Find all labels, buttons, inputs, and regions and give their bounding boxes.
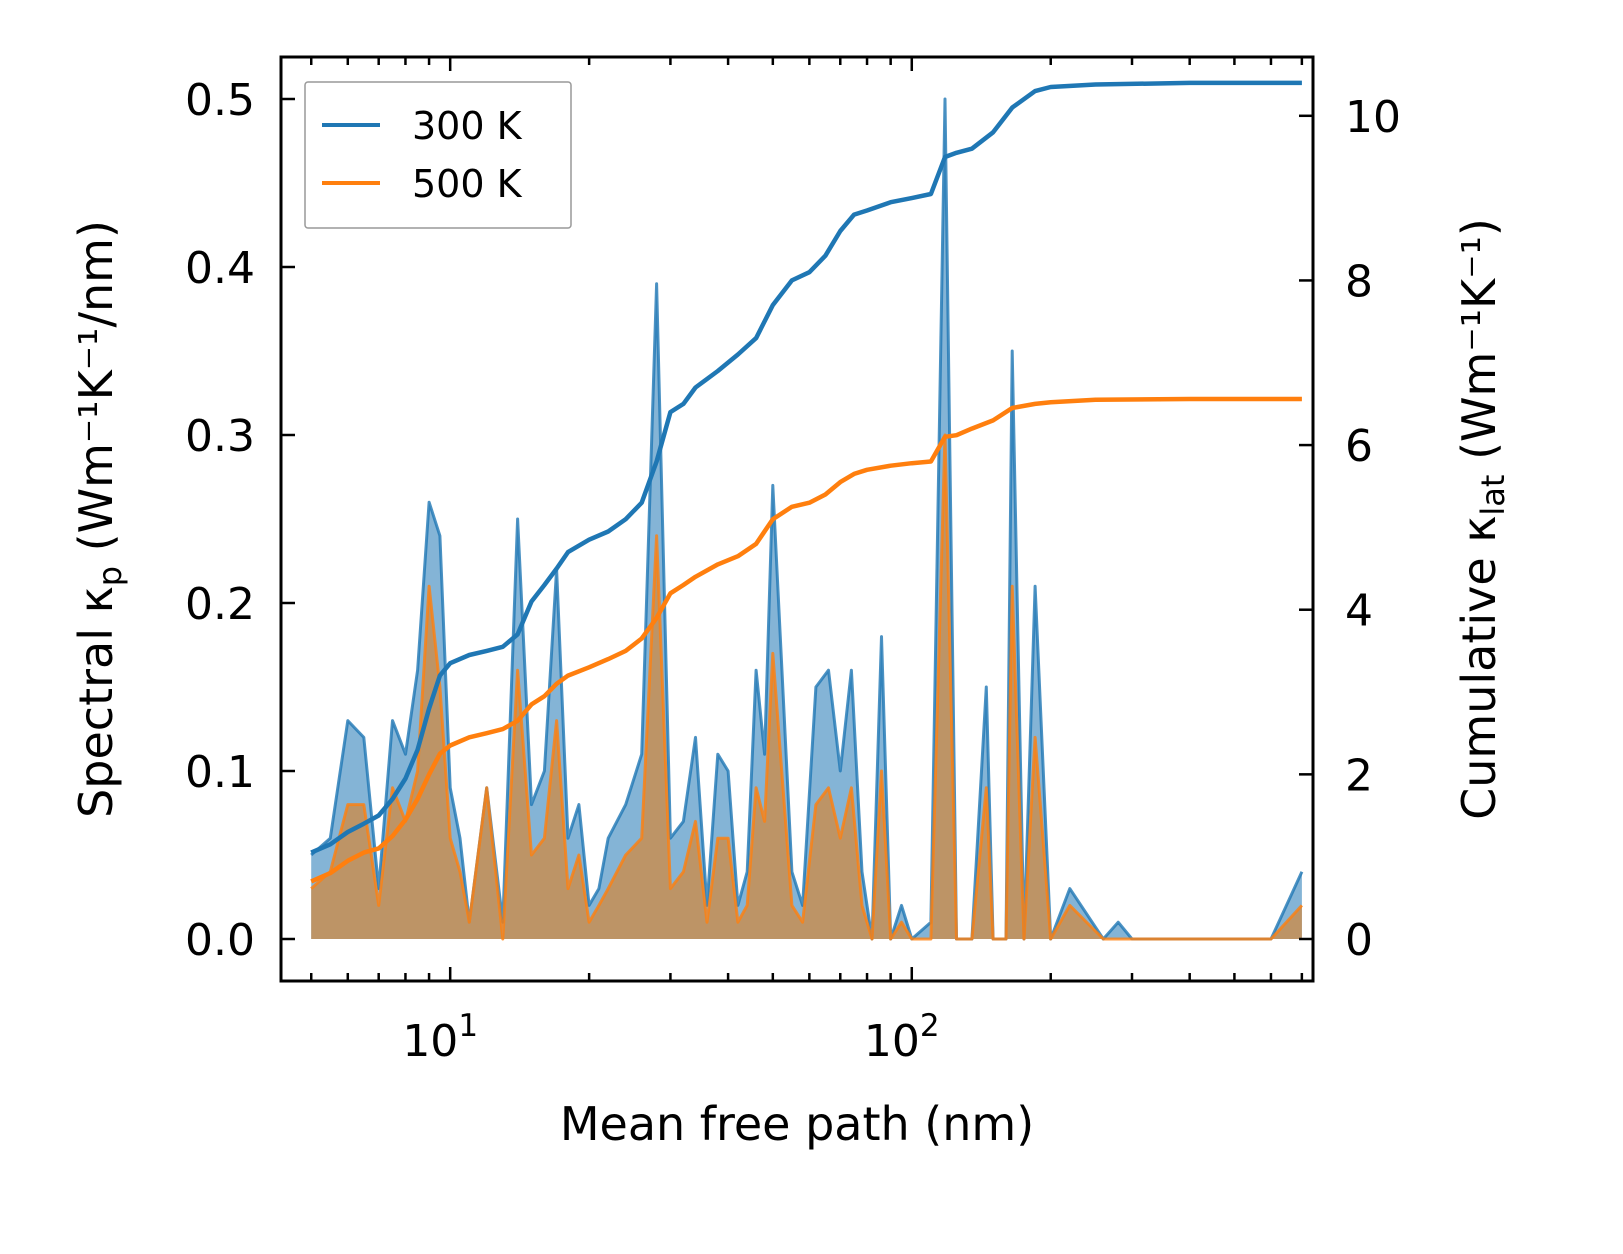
x-tick-label-exponent: 1 — [458, 1008, 478, 1044]
y-left-tick-label: 0.0 — [185, 915, 255, 966]
y-left-tick-label: 0.4 — [185, 243, 255, 294]
y-right-axis-title: Cumulative κlat (Wm⁻¹K⁻¹) — [1452, 218, 1512, 820]
x-tick-label-base: 10 — [864, 1016, 920, 1067]
legend: 300 K 500 K — [304, 81, 572, 229]
y-right-tick-label: 6 — [1345, 421, 1373, 472]
x-tick-label: 101 — [402, 1008, 478, 1067]
y-left-tick-label: 0.3 — [185, 411, 255, 462]
legend-box — [304, 81, 572, 229]
x-tick-label: 102 — [864, 1008, 940, 1067]
series-layer — [310, 80, 1304, 941]
cumulative-line-300k — [310, 80, 1302, 855]
x-tick-label-exponent: 2 — [920, 1008, 940, 1044]
legend-label-500k: 500 K — [412, 162, 523, 206]
y-right-tick-label: 0 — [1345, 915, 1373, 966]
y-right-title-main: Cumulative κ — [1452, 516, 1506, 820]
cumulative-line-500k — [310, 396, 1302, 884]
y-left-tick-label: 0.1 — [185, 747, 255, 798]
legend-label-300k: 300 K — [412, 104, 523, 148]
x-tick-label-base: 10 — [402, 1016, 458, 1067]
y-left-title-tail: (Wm⁻¹K⁻¹/nm) — [69, 220, 123, 566]
y-left-tick-label: 0.5 — [185, 75, 255, 126]
x-axis-title: Mean free path (nm) — [560, 1097, 1034, 1151]
y-right-tick-label: 2 — [1345, 750, 1373, 801]
y-right-tick-label: 8 — [1345, 256, 1373, 307]
spectral-area-500k — [311, 435, 1302, 939]
plot-frame — [279, 55, 1315, 983]
y-right-title-tail: (Wm⁻¹K⁻¹) — [1452, 218, 1506, 474]
y-left-title-subscript: p — [91, 566, 129, 586]
y-right-tick-label: 4 — [1345, 586, 1373, 637]
spectral-line-500k — [310, 433, 1304, 941]
y-left-title-main: Spectral κ — [69, 586, 123, 818]
y-right-title-subscript: lat — [1474, 475, 1512, 516]
y-left-axis-title: Spectral κp (Wm⁻¹K⁻¹/nm) — [69, 220, 129, 818]
y-right-tick-label: 10 — [1345, 92, 1401, 143]
spectral-area-300k — [311, 99, 1302, 939]
y-left-tick-label: 0.2 — [185, 579, 255, 630]
